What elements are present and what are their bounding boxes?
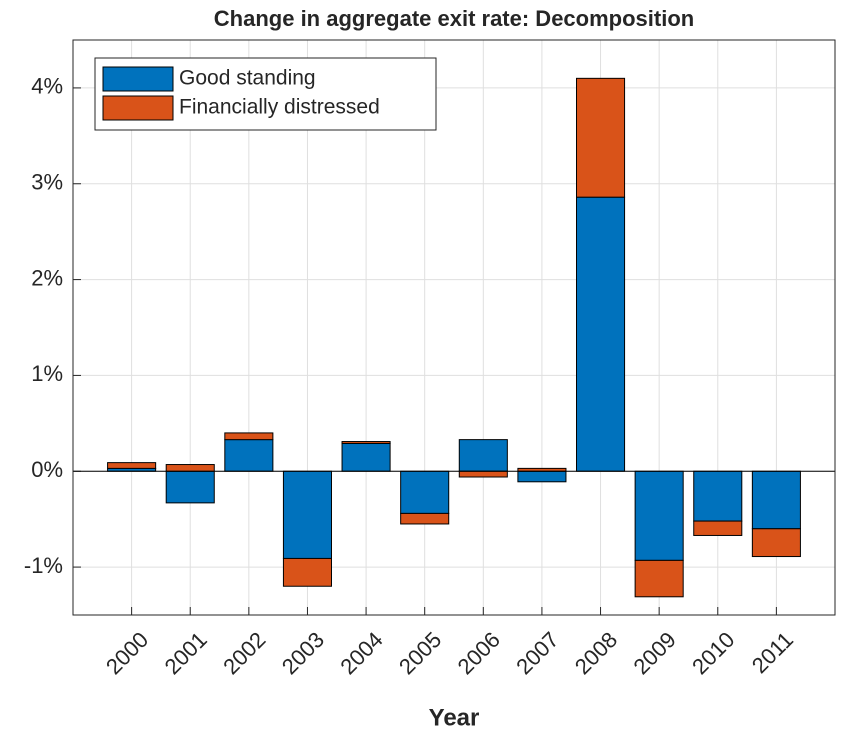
bar — [341, 441, 391, 444]
chart-title: Change in aggregate exit rate: Decomposi… — [214, 6, 694, 31]
bar — [458, 470, 508, 478]
legend-label: Good standing — [179, 67, 316, 90]
x-tick-label: 2005 — [394, 627, 446, 679]
bar — [224, 432, 274, 441]
y-tick-label: -1% — [24, 553, 63, 578]
x-tick-label: 2006 — [453, 627, 505, 679]
x-tick-label: 2011 — [747, 627, 798, 678]
bar — [576, 196, 626, 472]
bar — [282, 470, 332, 559]
x-tick-label: 2000 — [101, 627, 153, 679]
x-tick-label: 2001 — [160, 627, 212, 679]
bar — [282, 557, 332, 587]
x-tick-label: 2010 — [687, 627, 739, 679]
bar — [341, 442, 391, 472]
bar — [576, 77, 626, 198]
axes-box — [72, 39, 836, 616]
bar — [634, 559, 684, 598]
bar — [634, 470, 684, 561]
bar — [107, 462, 157, 469]
bar — [693, 470, 743, 522]
legend-label: Financially distressed — [179, 96, 380, 119]
bar — [751, 528, 801, 558]
y-tick-label: 2% — [31, 265, 63, 290]
x-tick-label: 2003 — [277, 627, 329, 679]
legend-swatch — [102, 66, 174, 92]
y-tick-label: 1% — [31, 361, 63, 386]
bar — [751, 470, 801, 530]
x-tick-label: 2009 — [629, 627, 681, 679]
bar — [165, 464, 215, 472]
bar — [693, 520, 743, 536]
bar — [165, 470, 215, 504]
y-tick-label: 3% — [31, 170, 63, 195]
x-tick-label: 2008 — [570, 627, 622, 679]
bar — [517, 470, 567, 483]
bar — [400, 470, 450, 514]
x-tick-label: 2004 — [335, 627, 387, 679]
x-axis-label: Year — [429, 704, 480, 731]
bar — [224, 439, 274, 472]
x-tick-label: 2007 — [511, 627, 563, 679]
bar — [400, 512, 450, 525]
legend-swatch — [102, 95, 174, 121]
y-tick-label: 0% — [31, 457, 63, 482]
bar — [458, 439, 508, 472]
y-tick-label: 4% — [31, 74, 63, 99]
x-tick-label: 2002 — [218, 627, 270, 679]
